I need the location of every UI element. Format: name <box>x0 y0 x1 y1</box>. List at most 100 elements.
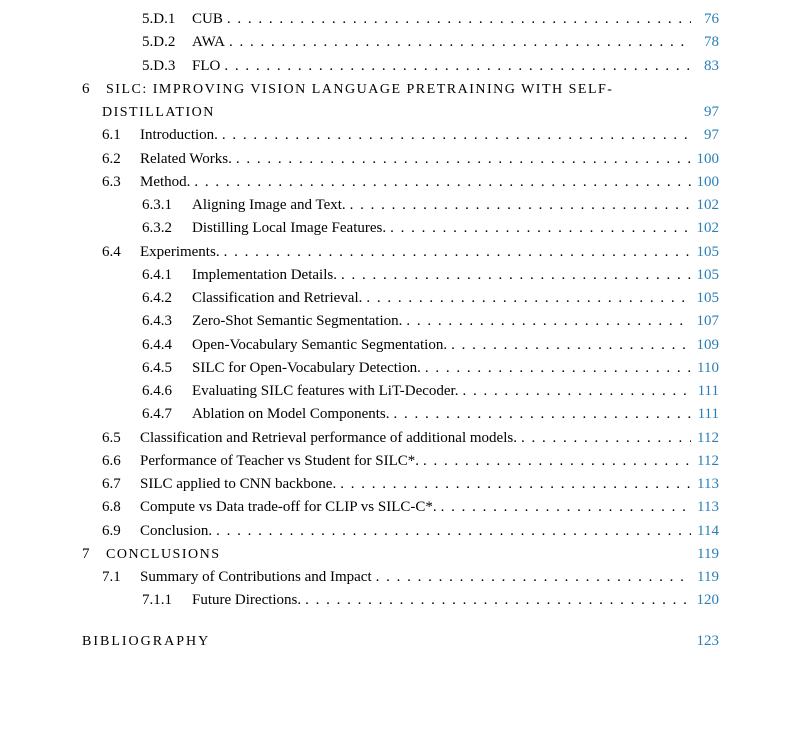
leader-dots <box>301 589 691 612</box>
section-number: 6.4 <box>102 241 134 264</box>
page-link[interactable]: 119 <box>691 543 719 566</box>
page-link[interactable]: 83 <box>691 55 719 78</box>
page-link[interactable]: 107 <box>691 310 719 333</box>
subsection-number: 5.D.2 <box>142 31 186 54</box>
page-link[interactable]: 113 <box>691 496 719 519</box>
subsection-title: Distilling Local Image Features. <box>186 217 386 240</box>
leader-dots <box>437 496 691 519</box>
section-number: 6.3 <box>102 171 134 194</box>
section-title: SILC applied to CNN backbone. <box>134 473 336 496</box>
page-link[interactable]: 102 <box>691 217 719 240</box>
page-link[interactable]: 100 <box>691 148 719 171</box>
section-number: 6.1 <box>102 124 134 147</box>
toc-row: 6.4.1Implementation Details.105 <box>82 264 719 287</box>
page-link[interactable]: 76 <box>691 8 719 31</box>
section-title: Conclusion. <box>134 520 212 543</box>
page-link[interactable]: 119 <box>691 566 719 589</box>
leader-dots <box>402 310 691 333</box>
subsection-number: 6.4.2 <box>142 287 186 310</box>
section-title: Performance of Teacher vs Student for SI… <box>134 450 419 473</box>
bibliography-label[interactable]: BIBLIOGRAPHY <box>82 634 210 650</box>
page-link[interactable]: 112 <box>691 427 719 450</box>
page-link[interactable]: 112 <box>691 450 719 473</box>
section-number: 6.2 <box>102 148 134 171</box>
page-link[interactable]: 111 <box>691 380 719 403</box>
bibliography-page[interactable]: 123 <box>691 633 719 650</box>
page-link[interactable]: 114 <box>691 520 719 543</box>
page-link[interactable]: 100 <box>691 171 719 194</box>
page-link[interactable]: 105 <box>691 241 719 264</box>
page-link[interactable]: 105 <box>691 264 719 287</box>
subsection-number: 5.D.1 <box>142 8 186 31</box>
toc-row: 6SILC: IMPROVING VISION LANGUAGE PRETRAI… <box>82 78 719 101</box>
subsection-title: CUB <box>186 8 223 31</box>
leader-dots <box>386 217 691 240</box>
leader-dots <box>218 124 691 147</box>
leader-dots <box>421 357 691 380</box>
chapter-title: SILC: IMPROVING VISION LANGUAGE PRETRAIN… <box>102 79 613 101</box>
toc-row: 6.3.1Aligning Image and Text.102 <box>82 194 719 217</box>
subsection-number: 6.4.5 <box>142 357 186 380</box>
page-link[interactable]: 105 <box>691 287 719 310</box>
leader-dots <box>223 8 691 31</box>
subsection-number: 6.3.2 <box>142 217 186 240</box>
page-link[interactable]: 109 <box>691 334 719 357</box>
page-link[interactable]: 97 <box>691 124 719 147</box>
table-of-contents: 5.D.1CUB765.D.2AWA785.D.3FLO836SILC: IMP… <box>82 8 719 613</box>
subsection-title: Classification and Retrieval. <box>186 287 362 310</box>
leader-dots <box>220 55 691 78</box>
toc-row: DISTILLATION 97 <box>82 101 719 124</box>
page-link[interactable]: 78 <box>691 31 719 54</box>
toc-row: 6.4.4Open-Vocabulary Semantic Segmentati… <box>82 334 719 357</box>
toc-row: 5.D.2AWA78 <box>82 31 719 54</box>
page-link[interactable]: 120 <box>691 589 719 612</box>
subsection-number: 6.4.4 <box>142 334 186 357</box>
section-title: Related Works. <box>134 148 232 171</box>
page-link[interactable]: 113 <box>691 473 719 496</box>
section-number: 6.6 <box>102 450 134 473</box>
leader-dots <box>419 450 691 473</box>
section-title: Classification and Retrieval performance… <box>134 427 517 450</box>
toc-row: 5.D.1CUB 76 <box>82 8 719 31</box>
subsection-title: Implementation Details. <box>186 264 337 287</box>
section-number: 6.7 <box>102 473 134 496</box>
page-link[interactable]: 97 <box>691 101 719 124</box>
section-number: 6.8 <box>102 496 134 519</box>
subsection-title: Ablation on Model Components. <box>186 403 390 426</box>
leader-dots <box>362 287 691 310</box>
leader-dots <box>390 403 692 426</box>
leader-dots <box>517 427 691 450</box>
bibliography-line: BIBLIOGRAPHY 123 <box>82 633 719 650</box>
leader-dots <box>336 473 691 496</box>
page-link[interactable]: 110 <box>691 357 719 380</box>
subsection-title: Aligning Image and Text. <box>186 194 346 217</box>
toc-row: 6.7SILC applied to CNN backbone. 113 <box>82 473 719 496</box>
toc-row: 6.9Conclusion. 114 <box>82 520 719 543</box>
chapter-title: DISTILLATION <box>82 102 215 124</box>
chapter-number: 7 <box>82 543 102 566</box>
toc-row: 6.4.7Ablation on Model Components.111 <box>82 403 719 426</box>
toc-row: 7.1Summary of Contributions and Impact11… <box>82 566 719 589</box>
toc-row: 6.3.2Distilling Local Image Features. 102 <box>82 217 719 240</box>
leader-dots <box>458 380 691 403</box>
toc-row: 6.1Introduction.97 <box>82 124 719 147</box>
toc-row: 6.6Performance of Teacher vs Student for… <box>82 450 719 473</box>
subsection-number: 6.4.6 <box>142 380 186 403</box>
section-number: 6.9 <box>102 520 134 543</box>
leader-dots <box>225 31 691 54</box>
subsection-title: Evaluating SILC features with LiT-Decode… <box>186 380 458 403</box>
toc-row: 6.4.5SILC for Open-Vocabulary Detection.… <box>82 357 719 380</box>
subsection-title: Future Directions. <box>186 589 301 612</box>
page-link[interactable]: 111 <box>691 403 719 426</box>
toc-row: 6.2Related Works. 100 <box>82 148 719 171</box>
page-link[interactable]: 102 <box>691 194 719 217</box>
leader-dots <box>220 241 691 264</box>
leader-dots <box>346 194 691 217</box>
section-title: Compute vs Data trade-off for CLIP vs SI… <box>134 496 437 519</box>
chapter-title: CONCLUSIONS <box>102 544 221 566</box>
toc-row: 6.4Experiments.105 <box>82 241 719 264</box>
leader-dots <box>212 520 691 543</box>
toc-row: 6.4.2Classification and Retrieval. 105 <box>82 287 719 310</box>
subsection-number: 5.D.3 <box>142 55 186 78</box>
section-title: Method. <box>134 171 190 194</box>
